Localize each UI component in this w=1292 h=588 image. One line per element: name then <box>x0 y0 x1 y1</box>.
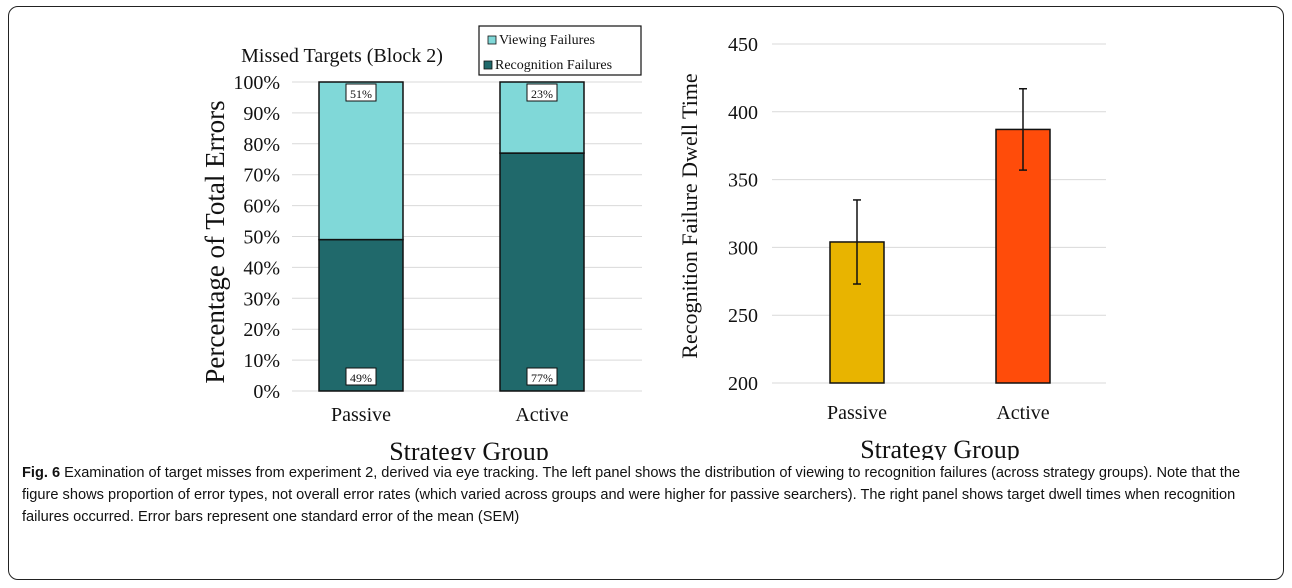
right-ytick-label: 300 <box>728 237 758 259</box>
left-ytick-label: 90% <box>243 103 280 125</box>
figure-svg: Missed Targets (Block 2) Percentage of T… <box>200 25 1106 460</box>
left-ytick-label: 10% <box>243 350 280 372</box>
right-ytick-label: 400 <box>728 102 758 124</box>
data-label-box <box>526 83 558 102</box>
right-xtick-label: Passive <box>827 402 887 424</box>
bar-active <box>995 128 1051 384</box>
right-chart-ylabel: Recognition Failure Dwell Time <box>677 73 702 358</box>
stacked-bar-recognition-failures <box>318 238 404 392</box>
left-ytick-label: 0% <box>253 381 280 403</box>
left-chart-plot: 0% 10% 20% 30% 40% 50% 60% 70% 80% 90% 100% 51% 49% P… <box>233 72 642 426</box>
right-ytick-label: 450 <box>728 34 758 56</box>
data-label-recognition: 77% <box>531 371 553 385</box>
left-ytick-label: 50% <box>243 227 280 249</box>
left-xtick-label: Passive <box>331 404 391 426</box>
stacked-bar-recognition-failures <box>499 152 585 392</box>
right-ytick-label: 350 <box>728 170 758 192</box>
data-label-box <box>345 367 377 386</box>
figure-frame <box>8 6 1284 580</box>
data-label-recognition: 49% <box>350 371 372 385</box>
data-label-box <box>526 367 558 386</box>
left-ytick-label: 20% <box>243 319 280 341</box>
left-ytick-label: 30% <box>243 288 280 310</box>
data-label-viewing: 51% <box>350 87 372 101</box>
left-ytick-label: 60% <box>243 196 280 218</box>
left-ytick-label: 100% <box>233 72 280 94</box>
right-ytick-label: 250 <box>728 305 758 327</box>
legend-swatch-viewing <box>487 35 497 45</box>
right-chart-plot: 200 250 300 350 400 450 Passive Active <box>728 34 1106 424</box>
figure-caption: Fig. 6 Examination of target misses from… <box>22 462 1262 528</box>
left-xtick-label: Active <box>515 404 568 426</box>
stacked-bar-viewing-failures <box>318 81 404 241</box>
legend-label-viewing: Viewing Failures <box>499 33 595 48</box>
left-chart-title: Missed Targets (Block 2) <box>241 45 443 67</box>
legend-label-recognition: Recognition Failures <box>495 58 612 73</box>
caption-text: Examination of target misses from experi… <box>22 465 1241 525</box>
left-chart-legend: Viewing Failures Recognition Failures <box>478 25 642 76</box>
legend-swatch-recognition <box>483 60 493 70</box>
left-ytick-label: 80% <box>243 134 280 156</box>
left-ytick-label: 40% <box>243 257 280 279</box>
left-chart-ylabel: Percentage of Total Errors <box>200 100 230 383</box>
left-ytick-label: 70% <box>243 165 280 187</box>
right-ytick-label: 200 <box>728 373 758 395</box>
right-xtick-label: Active <box>996 402 1049 424</box>
caption-label: Fig. 6 <box>22 465 61 481</box>
data-label-viewing: 23% <box>531 87 553 101</box>
legend-box <box>478 25 642 76</box>
left-chart-xlabel: Strategy Group <box>389 437 549 460</box>
right-chart-xlabel: Strategy Group <box>860 435 1020 460</box>
data-label-box <box>345 83 377 102</box>
